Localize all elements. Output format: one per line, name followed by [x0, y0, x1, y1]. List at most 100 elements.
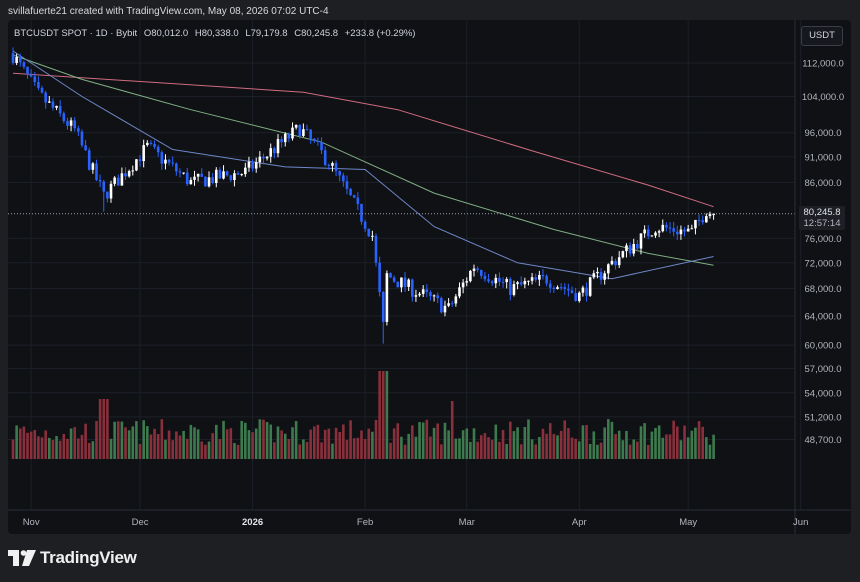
- candle-body: [160, 152, 164, 164]
- volume-bar: [135, 421, 138, 459]
- candle-body: [312, 138, 316, 141]
- volume-bar: [33, 429, 37, 459]
- price-chart[interactable]: 112,000.0 104,000.0 96,000.0 91,000.0 86,000…: [8, 20, 851, 534]
- candle-body: [331, 163, 334, 166]
- candles: [11, 47, 715, 344]
- volume-bar: [323, 429, 327, 459]
- candle-body: [465, 281, 469, 283]
- volume-bar: [189, 424, 193, 459]
- volume-bar: [127, 430, 131, 459]
- candle-body: [189, 179, 193, 185]
- volume-bar: [472, 428, 476, 459]
- volume-bar: [320, 442, 323, 459]
- candle-body: [494, 277, 498, 284]
- candle-body: [643, 229, 646, 234]
- candle-body: [585, 287, 588, 296]
- candle-body: [367, 228, 371, 237]
- candle-body: [196, 173, 200, 177]
- volume-bar: [273, 442, 276, 459]
- volume-bar: [251, 432, 254, 459]
- volume-bar: [98, 399, 102, 459]
- volume-bar: [527, 419, 530, 459]
- candle-body: [55, 105, 58, 108]
- volume-bar: [204, 444, 207, 459]
- candle-body: [349, 188, 352, 196]
- volume-bar: [432, 427, 436, 459]
- candle-body: [182, 172, 185, 174]
- candle-body: [283, 133, 287, 143]
- volume-bar: [705, 437, 708, 459]
- price-axis: 112,000.0 104,000.0 96,000.0 91,000.0 86,000…: [802, 59, 844, 447]
- volume-bar: [113, 421, 116, 459]
- candle-body: [131, 170, 135, 172]
- volume-bar: [95, 421, 98, 459]
- candle-body: [498, 277, 501, 282]
- candle-body: [599, 271, 603, 280]
- candle-body: [534, 277, 538, 280]
- volume-bar: [643, 423, 646, 459]
- volume-bar: [436, 423, 440, 459]
- volume-bar: [258, 419, 262, 459]
- candle-body: [58, 105, 62, 114]
- volume-bar: [429, 436, 432, 459]
- candle-body: [701, 220, 704, 223]
- candle-body: [472, 268, 476, 271]
- candle-body: [309, 129, 312, 139]
- volume-bar: [454, 438, 458, 459]
- candle-body: [204, 176, 207, 187]
- volume-bar: [628, 444, 632, 459]
- volume-bar: [247, 430, 251, 459]
- candle-body: [450, 303, 454, 305]
- candle-body: [690, 228, 694, 230]
- volume-bar: [389, 442, 392, 459]
- candle-body: [254, 162, 258, 169]
- moving-average-green: [12, 54, 714, 266]
- volume-bar: [523, 427, 527, 459]
- volume-bar: [106, 399, 109, 459]
- legend-symbol[interactable]: BTCUSDT SPOT · 1D · Bybit: [14, 28, 138, 39]
- volume-bar: [229, 428, 233, 459]
- candle-body: [628, 245, 632, 254]
- volume-bar: [66, 438, 69, 459]
- volume-bar: [519, 444, 523, 459]
- legend-close: C80,245.8: [294, 28, 339, 39]
- candle-body: [421, 289, 425, 294]
- volume-bar: [153, 428, 156, 459]
- candle-body: [236, 173, 240, 175]
- ohlc-legend: BTCUSDT SPOT · 1D · Bybit O80,012.0 H80,…: [14, 28, 419, 39]
- volume-bar: [657, 425, 661, 459]
- volume-bar: [116, 421, 120, 459]
- candle-body: [291, 127, 294, 139]
- candle-body: [636, 243, 639, 249]
- chart-panel[interactable]: 112,000.0 104,000.0 96,000.0 91,000.0 86,000…: [8, 20, 851, 534]
- candle-body: [617, 257, 621, 266]
- volume-bar: [254, 428, 258, 459]
- volume-bar: [679, 440, 683, 459]
- candle-body: [679, 229, 683, 235]
- volume-bar: [617, 430, 621, 459]
- volume-bar: [530, 439, 534, 459]
- volume-bar: [102, 399, 106, 459]
- candle-body: [545, 275, 548, 284]
- volume-bar: [654, 427, 657, 459]
- price-tick-label: 64,000.0: [805, 312, 842, 323]
- volume-bar: [331, 443, 334, 459]
- volume-bar: [29, 431, 33, 459]
- volume-bar: [207, 441, 211, 459]
- candle-body: [530, 277, 534, 281]
- currency-button[interactable]: USDT: [801, 26, 843, 46]
- volume-bar: [400, 436, 403, 459]
- candle-body: [686, 228, 690, 232]
- candle-body: [654, 232, 657, 236]
- candle-body: [363, 221, 367, 229]
- volume-bar: [312, 426, 316, 459]
- volume-bar: [697, 421, 701, 459]
- candle-body: [73, 120, 77, 129]
- volume-bar: [574, 438, 577, 459]
- candle-body: [548, 283, 552, 288]
- volume-bar: [614, 434, 617, 459]
- brand-footer[interactable]: TradingView: [8, 548, 137, 568]
- candle-body: [302, 129, 305, 136]
- volume-bar: [352, 438, 356, 459]
- candle-body: [91, 163, 95, 170]
